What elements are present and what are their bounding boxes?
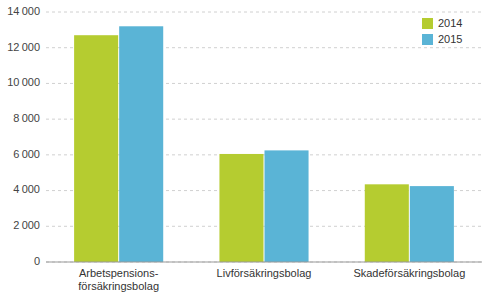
grid-line (46, 12, 482, 13)
y-tick-label: 8 000 (13, 112, 40, 124)
bar (410, 186, 454, 262)
y-tick-label: 2 000 (13, 219, 40, 231)
bars (74, 26, 454, 262)
y-tick-label: 10 000 (7, 76, 40, 88)
legend-swatch (422, 18, 433, 29)
chart-container: 0 2 000 4 000 6 000 8 000 10 000 12 000 14 000 A… (0, 0, 492, 302)
y-tick-label: 4 000 (13, 183, 40, 195)
legend-label: 2014 (438, 17, 462, 29)
x-tick-label-line: försäkringsbolag (78, 280, 159, 292)
y-tick-label: 14 000 (7, 5, 40, 17)
bar (219, 154, 263, 262)
x-tick-label-line: Arbetspensions- (79, 267, 159, 279)
x-tick-label: Livförsäkringsbolag (217, 267, 312, 279)
chart: 0 2 000 4 000 6 000 8 000 10 000 12 000 14 000 A… (0, 0, 492, 302)
legend-label: 2015 (438, 33, 462, 45)
bar (119, 26, 163, 262)
y-axis: 0 2 000 4 000 6 000 8 000 10 000 12 000 14 000 (7, 5, 40, 267)
bar (365, 184, 409, 262)
x-axis-line (46, 262, 482, 263)
legend: 2014 2015 (422, 17, 462, 45)
x-axis: Arbetspensions-försäkringsbolag Livförsäk… (78, 267, 465, 292)
y-tick-label: 0 (34, 255, 40, 267)
grid-line (46, 262, 482, 263)
y-tick-label: 6 000 (13, 148, 40, 160)
bar (74, 35, 118, 262)
grid (46, 12, 482, 262)
x-tick-label-line: Skadeförsäkringsbolag (353, 267, 465, 279)
bar (265, 150, 309, 262)
y-tick-label: 12 000 (7, 41, 40, 53)
x-tick-label: Skadeförsäkringsbolag (353, 267, 465, 279)
x-tick-label: Arbetspensions-försäkringsbolag (78, 267, 159, 292)
x-tick-label-line: Livförsäkringsbolag (217, 267, 312, 279)
legend-swatch (422, 34, 433, 45)
